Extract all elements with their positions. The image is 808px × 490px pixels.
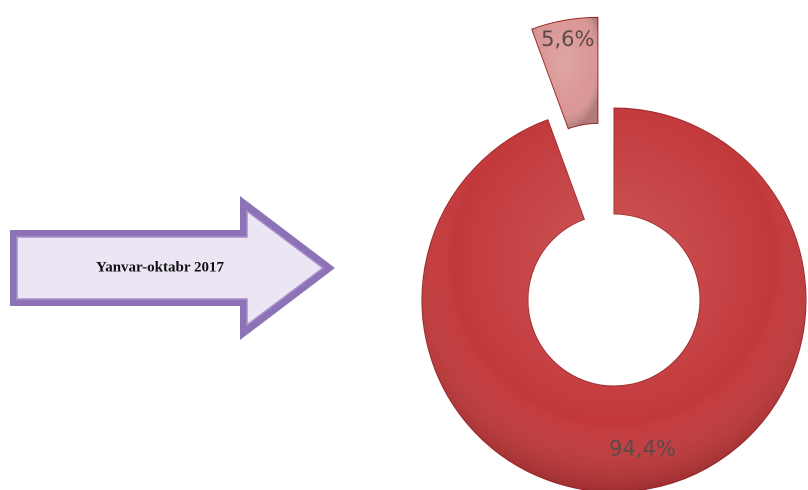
arrow-inner	[16, 209, 325, 327]
slice-shade	[422, 108, 806, 490]
value-label: 5,6%	[541, 27, 594, 51]
slice-shade	[531, 17, 598, 129]
arrow: Yanvar-oktabr 2017	[10, 196, 335, 340]
value-label: 94,4%	[609, 436, 676, 460]
annotation: Yanvar-oktabr 2017	[96, 259, 224, 275]
donut: 94,4% 5,6%	[421, 16, 807, 490]
